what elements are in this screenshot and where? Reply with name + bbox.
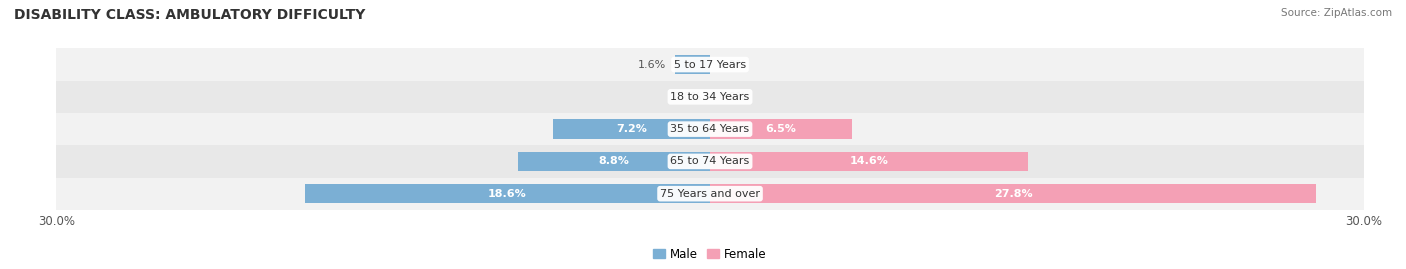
Text: 8.8%: 8.8%: [599, 156, 630, 167]
Bar: [56, 178, 1364, 210]
Bar: [553, 119, 710, 139]
Text: 0.0%: 0.0%: [718, 92, 747, 102]
Legend: Male, Female: Male, Female: [648, 243, 772, 265]
Bar: [56, 113, 1364, 145]
Text: 27.8%: 27.8%: [994, 189, 1032, 199]
Text: 0.0%: 0.0%: [718, 59, 747, 70]
Text: 18 to 34 Years: 18 to 34 Years: [671, 92, 749, 102]
Bar: [710, 184, 1316, 203]
Text: 65 to 74 Years: 65 to 74 Years: [671, 156, 749, 167]
Text: 75 Years and over: 75 Years and over: [659, 189, 761, 199]
Bar: [56, 145, 1364, 178]
Text: DISABILITY CLASS: AMBULATORY DIFFICULTY: DISABILITY CLASS: AMBULATORY DIFFICULTY: [14, 8, 366, 22]
Bar: [710, 119, 852, 139]
Bar: [56, 81, 1364, 113]
Text: 18.6%: 18.6%: [488, 189, 527, 199]
Text: 1.6%: 1.6%: [638, 59, 666, 70]
Text: 7.2%: 7.2%: [616, 124, 647, 134]
Bar: [675, 55, 710, 74]
Text: 35 to 64 Years: 35 to 64 Years: [671, 124, 749, 134]
Text: 0.0%: 0.0%: [673, 92, 702, 102]
Bar: [710, 152, 1028, 171]
Bar: [305, 184, 710, 203]
Text: 14.6%: 14.6%: [849, 156, 889, 167]
Text: Source: ZipAtlas.com: Source: ZipAtlas.com: [1281, 8, 1392, 18]
Bar: [519, 152, 710, 171]
Text: 5 to 17 Years: 5 to 17 Years: [673, 59, 747, 70]
Bar: [56, 48, 1364, 81]
Text: 6.5%: 6.5%: [765, 124, 796, 134]
